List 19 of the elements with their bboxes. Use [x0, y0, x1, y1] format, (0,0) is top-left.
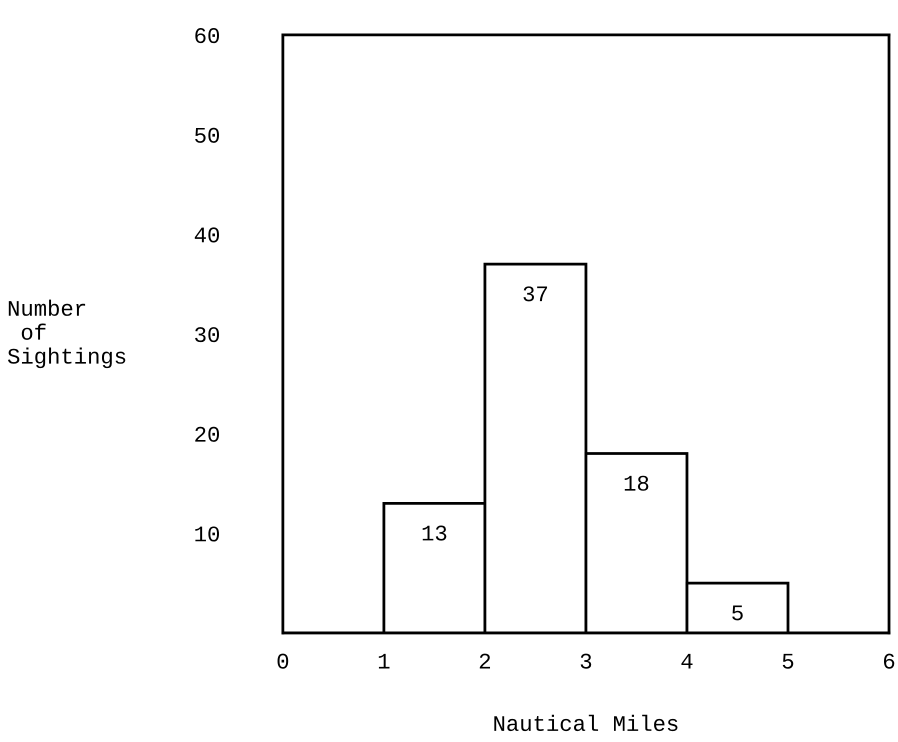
x-tick-label: 5 — [782, 654, 794, 669]
x-tick-label: 2 — [480, 654, 490, 668]
y-tick-label: 10 — [195, 526, 219, 542]
y-tick-label: 20 — [195, 426, 219, 442]
x-tick-label: 0 — [278, 654, 288, 669]
y-tick-label: 40 — [194, 227, 219, 242]
x-tick-label: 4 — [681, 654, 693, 668]
x-axis-title: Nautical Miles — [494, 714, 678, 732]
y-axis-title: Number of Sightings — [8, 300, 126, 368]
x-tick-label: 6 — [884, 654, 894, 669]
x-tick-label: 3 — [580, 654, 592, 669]
y-tick-label: 60 — [195, 28, 219, 44]
data-label: 37 — [523, 286, 548, 302]
data-label: 18 — [624, 476, 648, 491]
y-tick-label: 50 — [195, 128, 219, 143]
y-tick-label: 30 — [195, 327, 219, 342]
x-tick-label: 1 — [378, 654, 390, 668]
data-label: 5 — [732, 606, 743, 620]
data-label: 13 — [422, 526, 446, 541]
